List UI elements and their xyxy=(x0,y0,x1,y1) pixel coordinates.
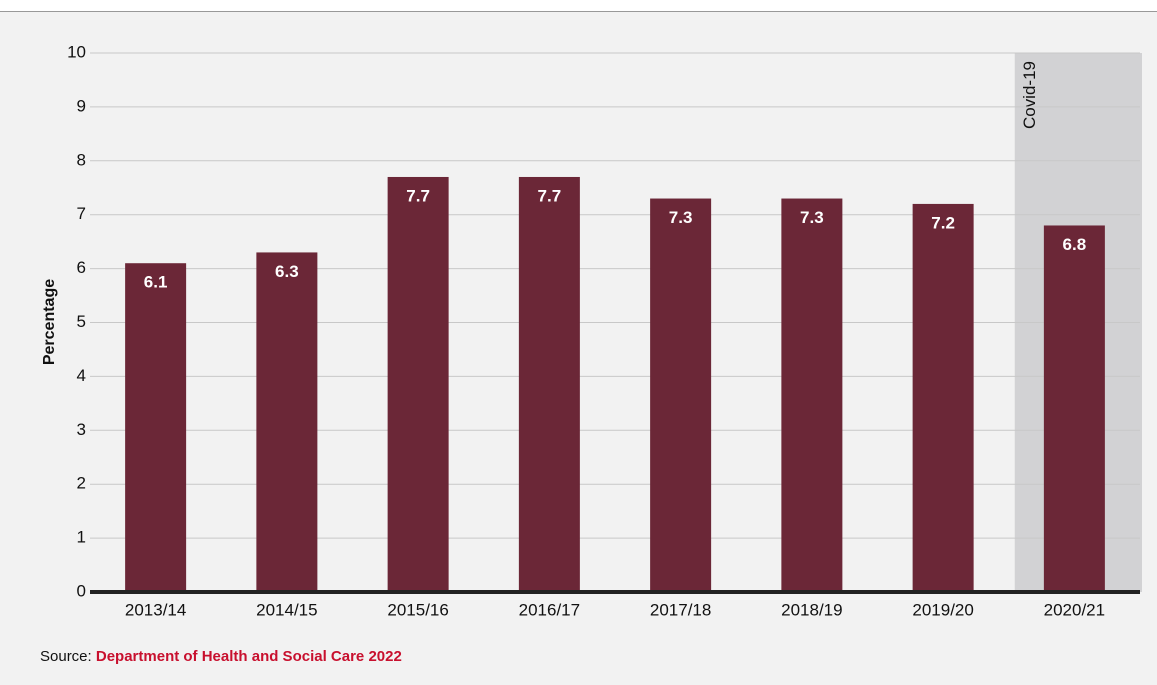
x-tick-label: 2015/16 xyxy=(387,600,448,619)
x-tick-label: 2016/17 xyxy=(519,600,580,619)
y-tick-label: 5 xyxy=(77,312,86,331)
source-label: Source: xyxy=(40,648,92,665)
x-tick-label: 2020/21 xyxy=(1044,600,1105,619)
x-tick-label: 2017/18 xyxy=(650,600,711,619)
bar xyxy=(256,252,318,592)
y-tick-label: 9 xyxy=(77,96,86,115)
bar xyxy=(781,198,843,592)
data-label: 6.8 xyxy=(1063,235,1087,254)
bar xyxy=(650,198,712,592)
y-tick-label: 2 xyxy=(77,474,86,493)
bar xyxy=(125,263,187,592)
source-text: Department of Health and Social Care 202… xyxy=(95,648,402,665)
annotation: Covid-19 xyxy=(1020,61,1039,129)
x-tick-label: 2013/14 xyxy=(125,600,186,619)
data-label: 7.7 xyxy=(406,186,430,205)
data-label: 6.1 xyxy=(144,273,168,292)
y-tick-label: 7 xyxy=(77,204,86,223)
bar xyxy=(518,176,580,592)
x-tick-label: 2019/20 xyxy=(912,600,973,619)
y-tick-label: 3 xyxy=(77,420,86,439)
data-label: 6.3 xyxy=(275,262,299,281)
x-tick-label: 2018/19 xyxy=(781,600,842,619)
y-axis-label: Percentage xyxy=(41,279,58,365)
y-tick-label: 1 xyxy=(77,528,86,547)
bar xyxy=(387,176,449,592)
data-label: 7.3 xyxy=(669,208,693,227)
y-tick-label: 0 xyxy=(77,581,86,600)
y-tick-label: 6 xyxy=(77,258,86,277)
bar xyxy=(1043,225,1105,593)
data-label: 7.2 xyxy=(931,213,955,232)
chart: Percentage Covid-19 0 1 2 3 4 5 6 7 8 9 10 2013/14 6.… xyxy=(41,42,1142,619)
data-label: 7.7 xyxy=(538,186,562,205)
bar xyxy=(912,203,974,593)
x-tick-label: 2014/15 xyxy=(256,600,317,619)
y-tick-label: 8 xyxy=(77,150,86,169)
y-tick-label: 4 xyxy=(77,366,86,385)
source: Source: Department of Health and Social … xyxy=(40,648,402,665)
y-tick-label: 10 xyxy=(67,42,86,61)
data-label: 7.3 xyxy=(800,208,824,227)
